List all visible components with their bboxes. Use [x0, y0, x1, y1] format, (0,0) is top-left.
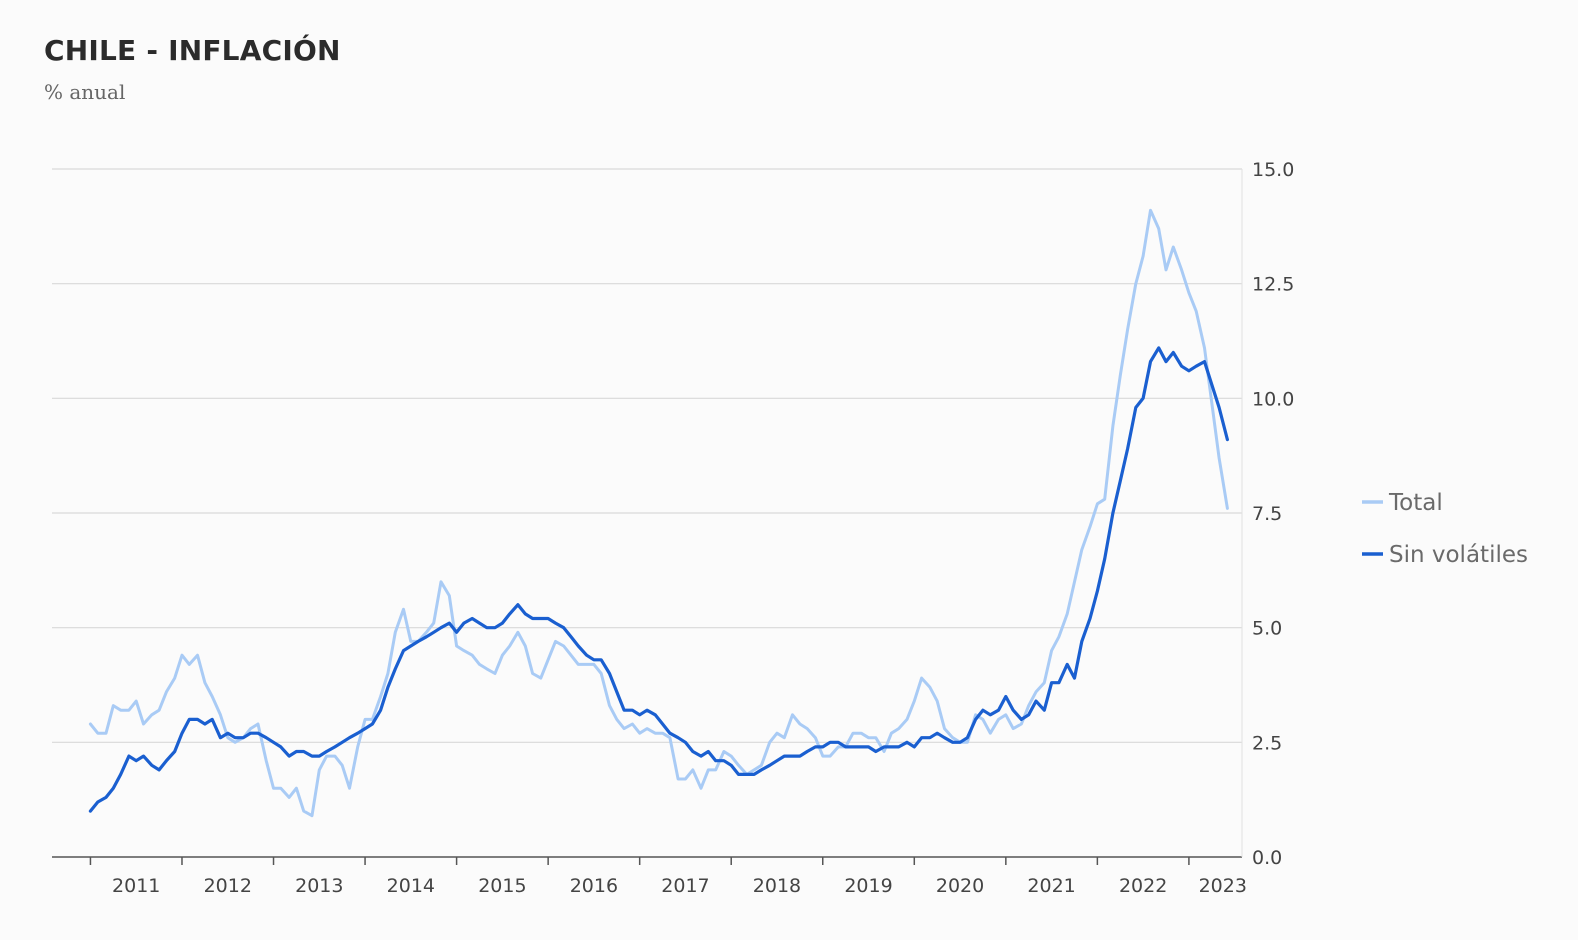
y-tick-label: 12.5	[1252, 274, 1294, 296]
legend: Total Sin volátiles	[1362, 490, 1528, 568]
chart-subtitle: % anual	[44, 80, 126, 104]
grid-lines	[52, 168, 1242, 743]
series-line-total	[88, 208, 1229, 818]
y-axis: 0.0 2.5 5.0 7.5 10.0 12.5 15.0	[1252, 159, 1294, 869]
y-tick-label: 10.0	[1252, 388, 1294, 410]
x-tick-label: 2018	[753, 875, 801, 897]
x-tick-label: 2021	[1027, 875, 1075, 897]
x-tick-label: 2019	[844, 875, 892, 897]
x-tick-label: 2013	[295, 875, 343, 897]
y-tick-label: 15.0	[1252, 159, 1294, 181]
legend-label-total: Total	[1388, 490, 1443, 516]
x-tick-label: 2016	[570, 875, 618, 897]
x-tick-label: 2022	[1119, 875, 1167, 897]
x-tick-label: 2020	[936, 875, 984, 897]
series-group	[88, 208, 1229, 818]
x-tick-label: 2023	[1199, 875, 1247, 897]
x-tick-label: 2017	[661, 875, 709, 897]
x-tick-label: 2015	[478, 875, 526, 897]
series-line-sin-volatiles	[88, 346, 1229, 813]
y-tick-label: 7.5	[1252, 503, 1282, 525]
x-tick-label: 2014	[387, 875, 435, 897]
x-tick-label: 2012	[204, 875, 252, 897]
y-tick-label: 0.0	[1252, 847, 1282, 869]
chart-title: CHILE - INFLACIÓN	[44, 34, 341, 67]
legend-label-sin-volatiles: Sin volátiles	[1389, 542, 1528, 568]
y-tick-label: 2.5	[1252, 732, 1282, 754]
x-tick-label: 2011	[112, 875, 160, 897]
x-axis: 2011 2012 2013 2014 2015 2016 2017 2018 2019 2020…	[89, 857, 1247, 897]
y-tick-label: 5.0	[1252, 618, 1282, 640]
